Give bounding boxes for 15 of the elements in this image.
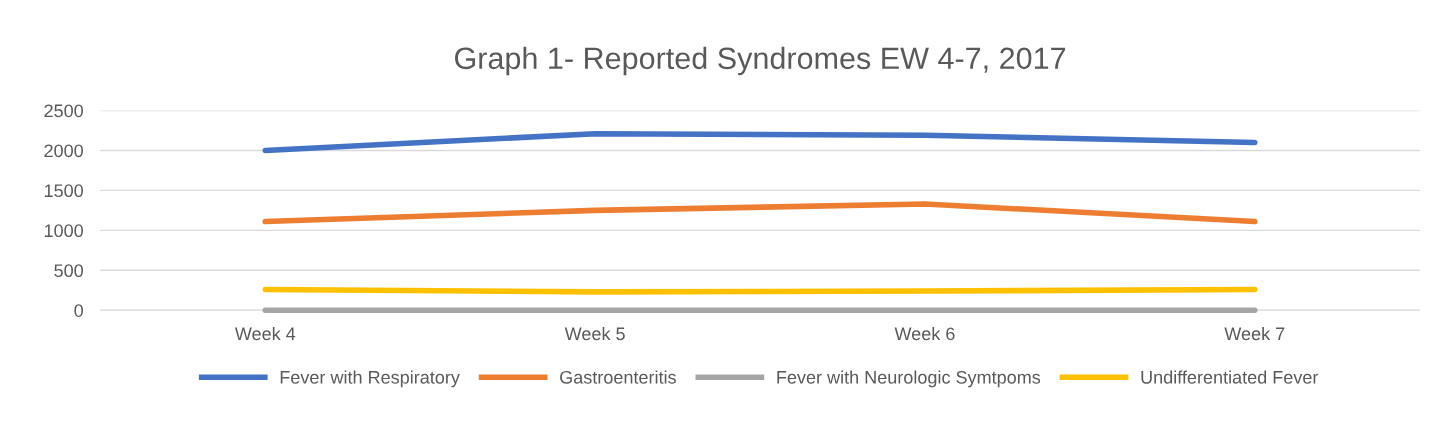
- x-tick-label: Week 6: [894, 326, 955, 341]
- y-tick-label: 2000: [44, 144, 84, 158]
- x-tick-label: Week 4: [234, 326, 296, 341]
- x-tick-label: Week 5: [564, 326, 625, 341]
- legend-label: Gastroenteritis: [560, 370, 676, 384]
- y-tick-label: 0: [74, 304, 84, 317]
- chart-title: Graph 1- Reported Syndromes EW 4-7, 2017: [455, 46, 1066, 76]
- legend-label: Fever with Respiratory: [280, 370, 460, 388]
- y-tick-label: 1000: [44, 224, 84, 238]
- y-tick-label: 500: [54, 264, 84, 278]
- legend-label: Undifferentiated Fever: [1141, 370, 1319, 384]
- legend-label: Fever with Neurologic Symtpoms: [777, 370, 1041, 388]
- x-tick-label: Week 7: [1224, 326, 1285, 341]
- y-tick-label: 2500: [44, 104, 84, 118]
- y-tick-label: 1500: [44, 184, 84, 198]
